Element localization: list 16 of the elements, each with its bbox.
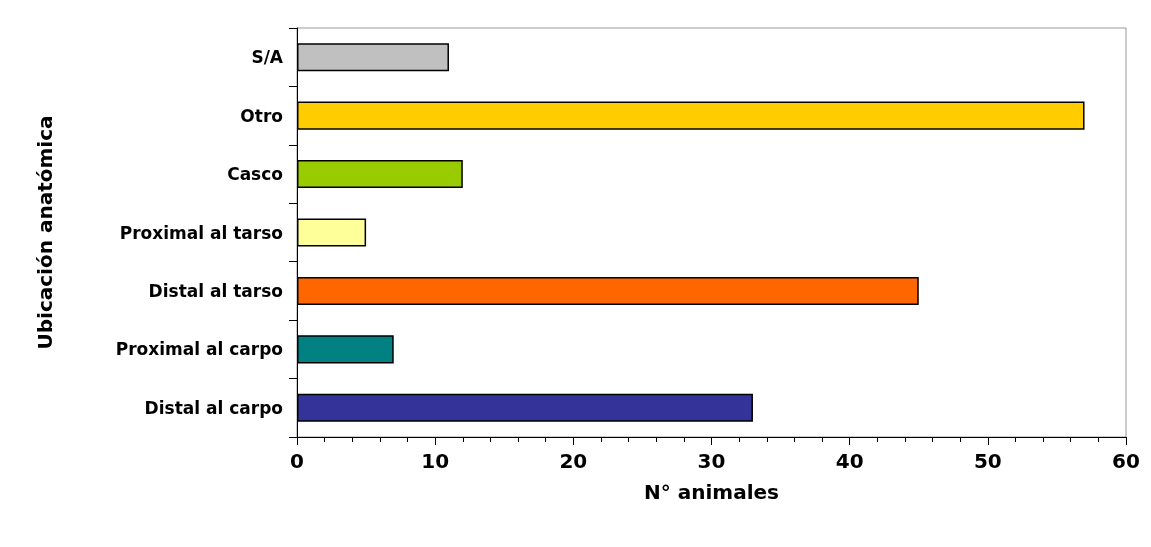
x-tick-label: 30 xyxy=(697,449,726,473)
y-tick-label: Distal al tarso xyxy=(148,280,283,301)
y-tick-label: S/A xyxy=(251,47,284,68)
y-tick-label: Proximal al tarso xyxy=(119,222,283,243)
y-tick-label: Proximal al carpo xyxy=(115,339,283,360)
x-tick-label: 60 xyxy=(1112,449,1140,473)
x-tick-label: 40 xyxy=(835,449,864,473)
x-tick-label: 0 xyxy=(290,449,304,473)
y-tick-label: Distal al carpo xyxy=(144,397,283,418)
y-tick-label: Otro xyxy=(240,105,283,126)
y-axis-title: Ubicación anatómica xyxy=(33,115,57,350)
x-tick-label: 10 xyxy=(421,449,450,473)
x-tick-label: 20 xyxy=(559,449,588,473)
x-tick-label: 50 xyxy=(973,449,1002,473)
y-tick-label: Casco xyxy=(227,164,283,185)
x-axis-title: N° animales xyxy=(644,480,779,504)
